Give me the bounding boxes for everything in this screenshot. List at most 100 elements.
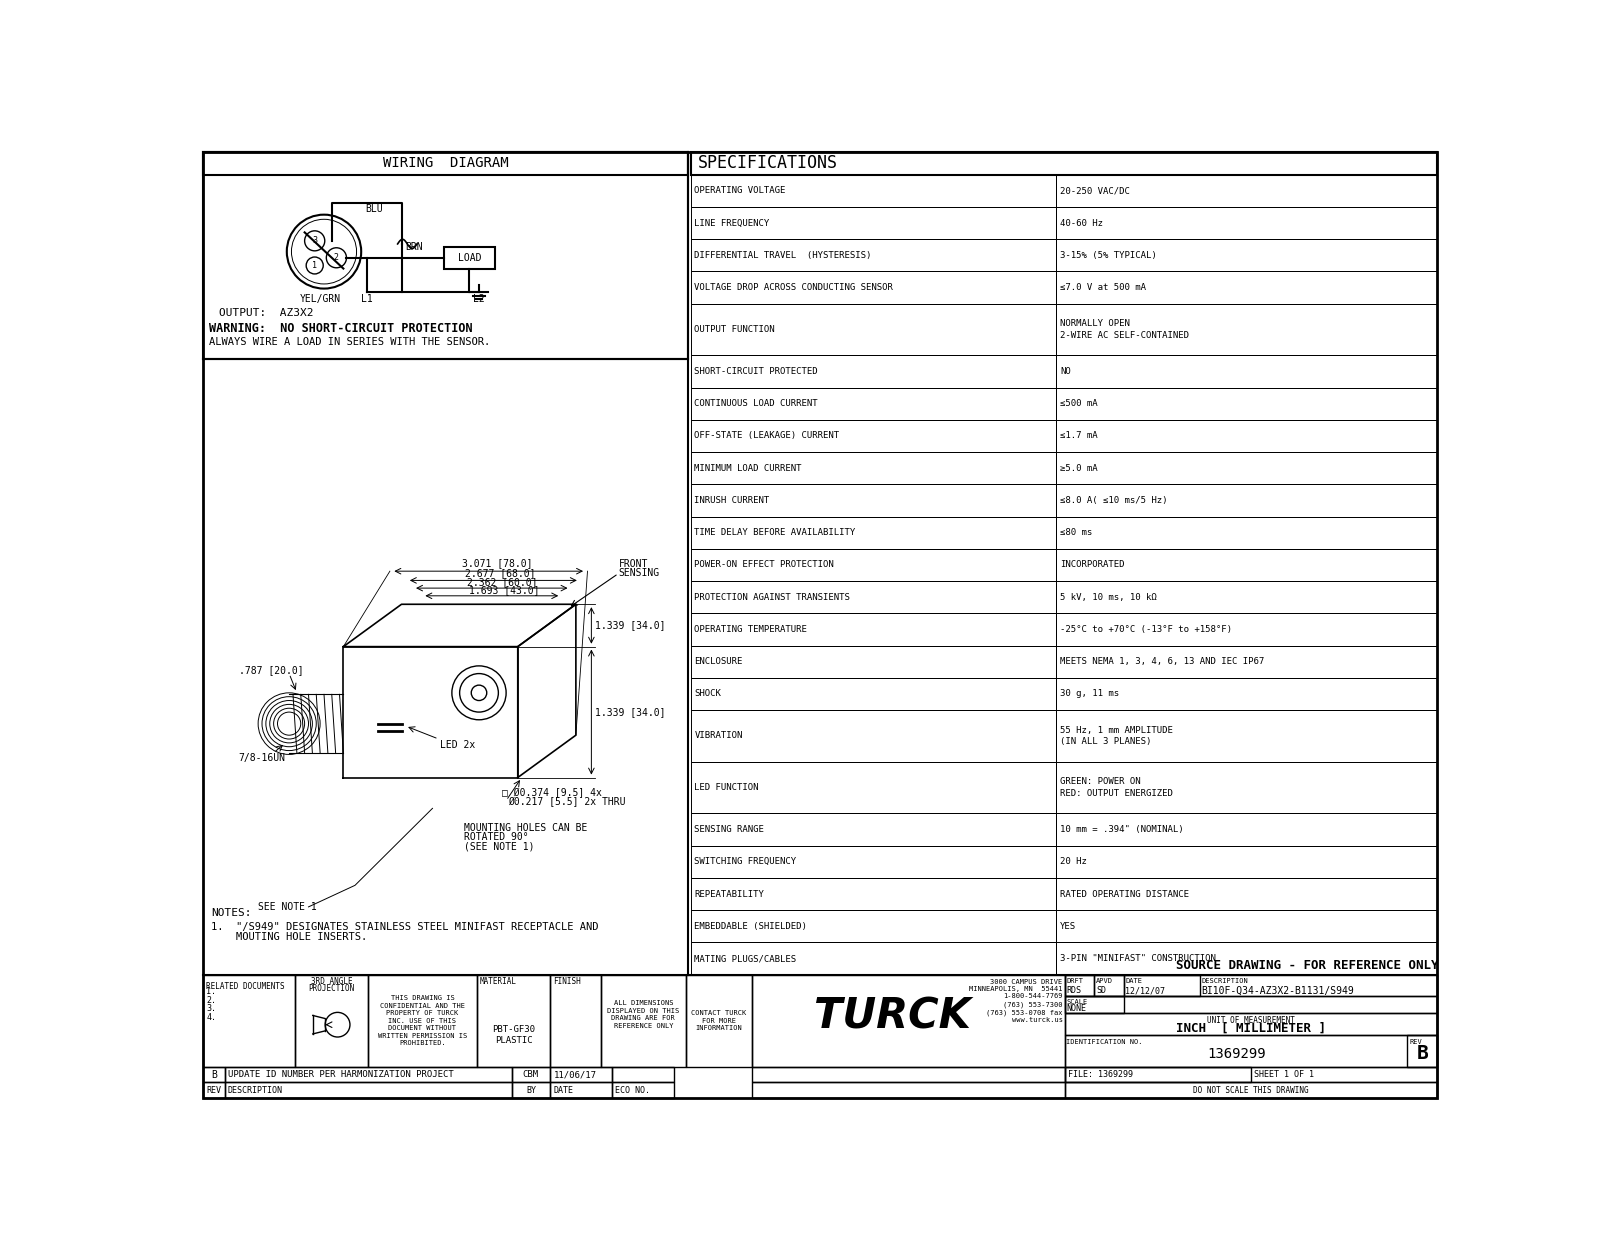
Text: 4.: 4. — [206, 1013, 216, 1022]
Text: UNIT OF MEASUREMENT: UNIT OF MEASUREMENT — [1206, 1017, 1294, 1025]
Bar — [203, 975, 294, 1068]
Text: YEL/GRN: YEL/GRN — [299, 294, 341, 304]
Bar — [1056, 614, 1437, 646]
Bar — [691, 910, 1056, 943]
Text: DRFT: DRFT — [1067, 977, 1083, 983]
Text: BLU: BLU — [365, 204, 382, 214]
Text: 7/8-16UN: 7/8-16UN — [238, 753, 286, 763]
Bar — [1066, 975, 1437, 996]
Bar — [1056, 207, 1437, 239]
Text: ECO NO.: ECO NO. — [616, 1086, 651, 1095]
Bar — [691, 387, 1056, 419]
Text: NO: NO — [1061, 367, 1070, 376]
Bar — [691, 943, 1056, 975]
Text: 3000 CAMPUS DRIVE
MINNEAPOLIS, MN  55441
1-800-544-7769
(763) 553-7300
(763) 553: 3000 CAMPUS DRIVE MINNEAPOLIS, MN 55441 … — [970, 978, 1062, 1023]
Bar — [1056, 271, 1437, 303]
Text: WIRING  DIAGRAM: WIRING DIAGRAM — [382, 156, 509, 169]
Bar — [691, 814, 1056, 846]
Bar — [368, 975, 477, 1068]
Text: NORMALLY OPEN
2-WIRE AC SELF-CONTAINED: NORMALLY OPEN 2-WIRE AC SELF-CONTAINED — [1061, 319, 1189, 339]
Bar — [691, 549, 1056, 581]
Text: OPERATING VOLTAGE: OPERATING VOLTAGE — [694, 187, 786, 195]
Text: DATE: DATE — [1125, 977, 1142, 983]
Text: SEE NOTE 1: SEE NOTE 1 — [258, 902, 317, 912]
Bar — [613, 1082, 674, 1098]
Bar — [1056, 910, 1437, 943]
Bar — [600, 975, 686, 1068]
Bar — [691, 581, 1056, 614]
Bar — [477, 975, 550, 1068]
Bar — [691, 452, 1056, 485]
Bar — [1056, 878, 1437, 910]
Text: RELATED DOCUMENTS: RELATED DOCUMENTS — [206, 982, 285, 991]
Text: 5 kV, 10 ms, 10 kΩ: 5 kV, 10 ms, 10 kΩ — [1061, 593, 1157, 601]
Bar — [691, 646, 1056, 678]
Bar — [1408, 1034, 1437, 1068]
Text: 1.339 [34.0]: 1.339 [34.0] — [595, 621, 666, 631]
Text: □ Ø0.374 [9.5] 4x: □ Ø0.374 [9.5] 4x — [502, 788, 602, 798]
Text: 3-PIN "MINIFAST" CONSTRUCTION: 3-PIN "MINIFAST" CONSTRUCTION — [1061, 954, 1216, 964]
Text: BRN: BRN — [405, 242, 422, 252]
Text: REPEATABILITY: REPEATABILITY — [694, 889, 765, 898]
Text: LOAD: LOAD — [458, 252, 482, 262]
Text: DIFFERENTIAL TRAVEL  (HYSTERESIS): DIFFERENTIAL TRAVEL (HYSTERESIS) — [694, 251, 872, 260]
Text: ROTATED 90°: ROTATED 90° — [464, 831, 528, 842]
Bar — [224, 1068, 512, 1082]
Text: CBM: CBM — [523, 1070, 539, 1079]
Bar — [752, 1082, 1066, 1098]
Text: LED 2x: LED 2x — [440, 740, 475, 750]
Bar — [752, 1068, 1066, 1082]
Bar — [1056, 943, 1437, 975]
Text: 3RD ANGLE: 3RD ANGLE — [310, 977, 352, 986]
Bar — [512, 1068, 550, 1082]
Text: SENSING RANGE: SENSING RANGE — [694, 825, 765, 834]
Bar — [691, 151, 1437, 174]
Text: TIME DELAY BEFORE AVAILABILITY: TIME DELAY BEFORE AVAILABILITY — [694, 528, 856, 537]
Text: 40-60 Hz: 40-60 Hz — [1061, 219, 1102, 228]
Bar — [477, 975, 550, 1017]
Text: Ø0.217 [5.5] 2x THRU: Ø0.217 [5.5] 2x THRU — [509, 797, 626, 808]
Text: RDS: RDS — [1067, 986, 1082, 996]
Text: PBT-GF30
PLASTIC: PBT-GF30 PLASTIC — [491, 1024, 534, 1045]
Text: 10 mm = .394" (NOMINAL): 10 mm = .394" (NOMINAL) — [1061, 825, 1184, 834]
Bar — [691, 710, 1056, 762]
Text: OUTPUT:  AZ3X2: OUTPUT: AZ3X2 — [219, 308, 314, 318]
Text: VIBRATION: VIBRATION — [694, 731, 742, 741]
Bar — [1056, 846, 1437, 878]
Text: GREEN: POWER ON
RED: OUTPUT ENERGIZED: GREEN: POWER ON RED: OUTPUT ENERGIZED — [1061, 778, 1173, 798]
Text: FRONT: FRONT — [619, 559, 648, 569]
Text: BI10F-Q34-AZ3X2-B1131/S949: BI10F-Q34-AZ3X2-B1131/S949 — [1202, 986, 1354, 996]
Text: 1.: 1. — [206, 987, 216, 996]
Text: THIS DRAWING IS
CONFIDENTIAL AND THE
PROPERTY OF TURCK
INC. USE OF THIS
DOCUMENT: THIS DRAWING IS CONFIDENTIAL AND THE PRO… — [378, 996, 467, 1047]
Bar — [445, 247, 494, 268]
Text: MINIMUM LOAD CURRENT: MINIMUM LOAD CURRENT — [694, 464, 802, 473]
Text: MATERIAL: MATERIAL — [480, 977, 517, 986]
Text: SHOCK: SHOCK — [694, 689, 722, 699]
Bar — [1056, 239, 1437, 271]
Text: 55 Hz, 1 mm AMPLITUDE
(IN ALL 3 PLANES): 55 Hz, 1 mm AMPLITUDE (IN ALL 3 PLANES) — [1061, 726, 1173, 746]
Bar — [550, 1068, 613, 1082]
Text: SOURCE DRAWING - FOR REFERENCE ONLY: SOURCE DRAWING - FOR REFERENCE ONLY — [1176, 959, 1438, 972]
Text: (SEE NOTE 1): (SEE NOTE 1) — [464, 841, 534, 851]
Text: 2: 2 — [334, 254, 339, 262]
Text: 3.071 [78.0]: 3.071 [78.0] — [461, 558, 533, 569]
Text: ≤1.7 mA: ≤1.7 mA — [1061, 432, 1098, 440]
Bar — [203, 1068, 224, 1082]
Bar — [1066, 1013, 1437, 1034]
Text: ALWAYS WIRE A LOAD IN SERIES WITH THE SENSOR.: ALWAYS WIRE A LOAD IN SERIES WITH THE SE… — [210, 338, 491, 348]
Text: OPERATING TEMPERATURE: OPERATING TEMPERATURE — [694, 625, 808, 635]
Text: MATING PLUGS/CABLES: MATING PLUGS/CABLES — [694, 954, 797, 964]
Text: EMBEDDABLE (SHIELDED): EMBEDDABLE (SHIELDED) — [694, 922, 808, 930]
Text: PROTECTION AGAINST TRANSIENTS: PROTECTION AGAINST TRANSIENTS — [694, 593, 850, 601]
Bar — [1056, 549, 1437, 581]
Text: MEETS NEMA 1, 3, 4, 6, 13 AND IEC IP67: MEETS NEMA 1, 3, 4, 6, 13 AND IEC IP67 — [1061, 657, 1264, 667]
Text: 20 Hz: 20 Hz — [1061, 857, 1086, 866]
Text: PROJECTION: PROJECTION — [309, 983, 355, 993]
Text: DESCRIPTION: DESCRIPTION — [227, 1086, 283, 1095]
Text: 12/12/07: 12/12/07 — [1125, 986, 1165, 996]
Text: DESCRIPTION: DESCRIPTION — [1202, 977, 1248, 983]
Text: 20-250 VAC/DC: 20-250 VAC/DC — [1061, 187, 1130, 195]
Text: 3.: 3. — [206, 1004, 216, 1013]
Text: 2.: 2. — [206, 996, 216, 1004]
Text: 3-15% (5% TYPICAL): 3-15% (5% TYPICAL) — [1061, 251, 1157, 260]
